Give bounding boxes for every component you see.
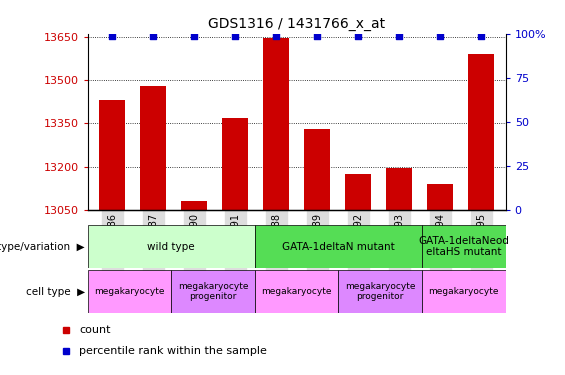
- Point: [231, 33, 240, 39]
- Bar: [88, 270, 171, 313]
- Text: count: count: [80, 325, 111, 335]
- Text: genotype/variation  ▶: genotype/variation ▶: [0, 242, 85, 252]
- Bar: [99, 100, 125, 210]
- Bar: [181, 201, 207, 210]
- Text: percentile rank within the sample: percentile rank within the sample: [80, 346, 267, 356]
- Bar: [422, 270, 506, 313]
- Bar: [255, 225, 422, 268]
- Text: megakaryocyte
progenitor: megakaryocyte progenitor: [345, 282, 415, 301]
- Text: GATA-1deltaNeod
eltaHS mutant: GATA-1deltaNeod eltaHS mutant: [419, 236, 509, 257]
- Text: wild type: wild type: [147, 242, 195, 252]
- Bar: [255, 270, 338, 313]
- Text: GATA-1deltaN mutant: GATA-1deltaN mutant: [282, 242, 395, 252]
- Bar: [140, 86, 167, 210]
- Bar: [304, 129, 331, 210]
- Bar: [345, 174, 371, 210]
- Point: [312, 33, 321, 39]
- Text: megakaryocyte
progenitor: megakaryocyte progenitor: [178, 282, 248, 301]
- Point: [354, 33, 363, 39]
- Point: [149, 33, 158, 39]
- Point: [108, 33, 117, 39]
- Point: [436, 33, 445, 39]
- Bar: [222, 117, 249, 210]
- Text: megakaryocyte: megakaryocyte: [94, 287, 164, 296]
- Bar: [263, 38, 289, 210]
- Point: [476, 33, 485, 39]
- Text: megakaryocyte: megakaryocyte: [429, 287, 499, 296]
- Bar: [468, 54, 494, 210]
- Title: GDS1316 / 1431766_x_at: GDS1316 / 1431766_x_at: [208, 17, 385, 32]
- Bar: [386, 168, 412, 210]
- Bar: [88, 225, 255, 268]
- Point: [394, 33, 403, 39]
- Point: [272, 33, 281, 39]
- Text: cell type  ▶: cell type ▶: [25, 286, 85, 297]
- Bar: [422, 225, 506, 268]
- Bar: [338, 270, 422, 313]
- Text: megakaryocyte: megakaryocyte: [262, 287, 332, 296]
- Bar: [427, 184, 454, 210]
- Point: [190, 33, 199, 39]
- Bar: [171, 270, 255, 313]
